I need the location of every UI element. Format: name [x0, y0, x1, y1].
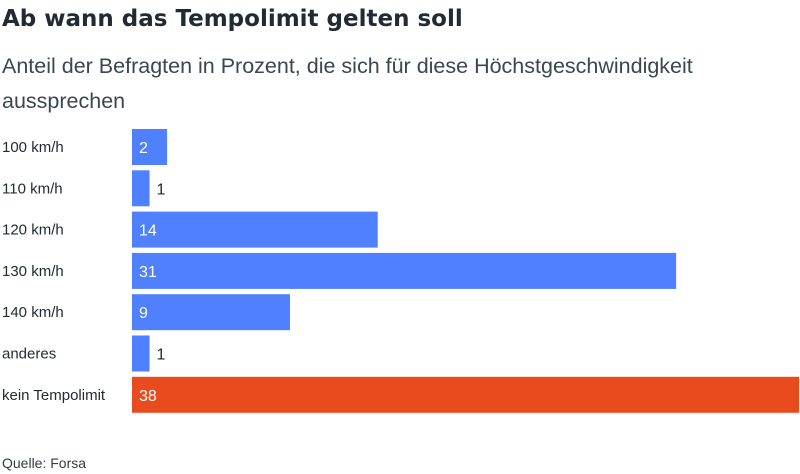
chart-title: Ab wann das Tempolimit gelten soll: [2, 6, 463, 32]
bar-value-label: 14: [139, 223, 157, 240]
category-label: 140 km/h: [2, 304, 64, 321]
bar-value-label: 38: [139, 388, 157, 405]
bar: [132, 170, 150, 207]
bar-value-label: 1: [157, 347, 166, 364]
category-label: 130 km/h: [2, 263, 64, 280]
chart-subtitle: Anteil der Befragten in Prozent, die sic…: [2, 54, 693, 113]
category-label: anderes: [2, 346, 56, 363]
bar: [132, 252, 677, 289]
bar-value-label: 2: [139, 140, 148, 157]
bar-value-label: 1: [157, 181, 166, 198]
category-label: kein Tempolimit: [2, 387, 106, 404]
bar-highlight: [132, 376, 799, 413]
category-label: 110 km/h: [2, 180, 63, 197]
bar: [132, 129, 168, 165]
bar-value-label: 9: [139, 305, 148, 322]
source-note: Quelle: Forsa: [2, 455, 87, 471]
category-label: 100 km/h: [2, 139, 64, 156]
bar: [132, 211, 378, 248]
bar: [132, 294, 290, 331]
category-label: 120 km/h: [2, 222, 64, 239]
bar: [132, 335, 150, 372]
bar-value-label: 31: [139, 264, 157, 281]
